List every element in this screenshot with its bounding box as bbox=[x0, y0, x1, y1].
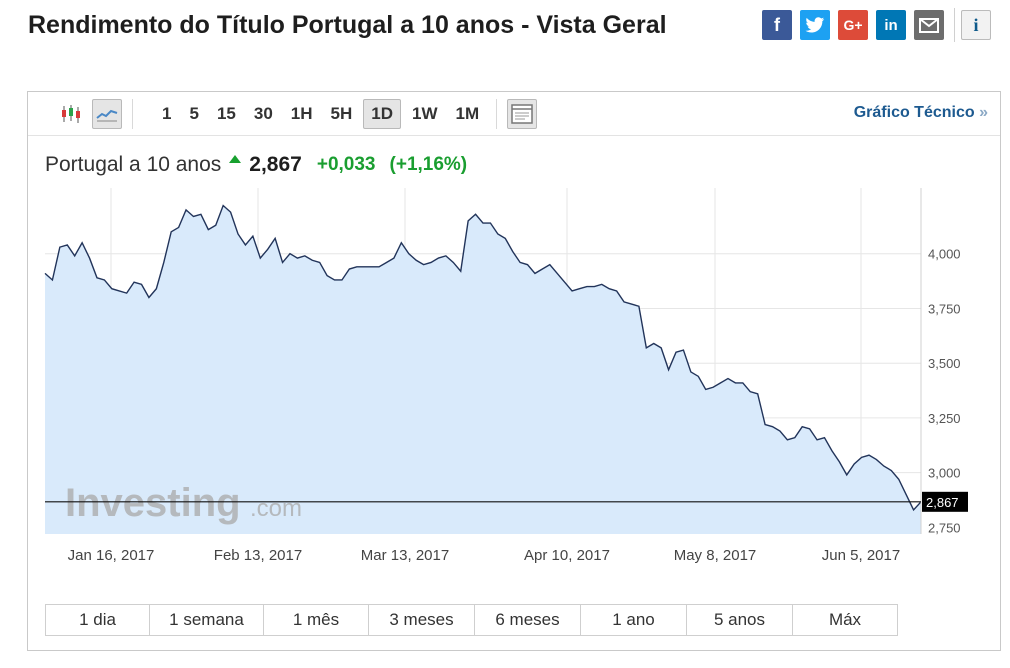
area-fill bbox=[45, 205, 921, 534]
investing-watermark: Investing bbox=[65, 481, 241, 525]
facebook-share-button[interactable]: f bbox=[762, 10, 792, 40]
interval-1m[interactable]: 1M bbox=[455, 103, 480, 123]
x-tick-label: Feb 13, 2017 bbox=[214, 547, 302, 564]
price-line bbox=[44, 204, 922, 512]
technical-link-label: Gráfico Técnico bbox=[853, 104, 975, 121]
email-share-button[interactable] bbox=[914, 10, 944, 40]
current-price-badge bbox=[922, 491, 968, 512]
range-button[interactable]: 1 semana bbox=[150, 605, 264, 635]
interval-5[interactable]: 5 bbox=[189, 103, 199, 123]
interval-30[interactable]: 30 bbox=[253, 103, 273, 123]
share-divider bbox=[954, 8, 955, 42]
candlestick-icon[interactable] bbox=[56, 99, 86, 129]
toolbar-divider bbox=[496, 98, 498, 129]
y-tick-label: 3,250 bbox=[928, 411, 961, 426]
range-button[interactable]: 1 ano bbox=[581, 605, 687, 635]
x-tick-label: Jan 16, 2017 bbox=[68, 547, 155, 564]
googleplus-icon: G+ bbox=[843, 17, 863, 33]
twitter-bird-icon bbox=[805, 16, 825, 32]
info-icon: i bbox=[973, 14, 979, 35]
up-arrow-icon bbox=[229, 155, 242, 163]
double-chevron-right-icon: » bbox=[979, 104, 988, 121]
x-tick-label: Apr 10, 2017 bbox=[524, 547, 610, 564]
share-bar: f G+ in i bbox=[762, 8, 999, 42]
x-tick-label: May 8, 2017 bbox=[674, 547, 757, 564]
price-chart[interactable]: Investing .com 4,000 3,750 3,500 3,250 3,000 2,… bbox=[28, 188, 1000, 570]
price-change-percent: (+1,16%) bbox=[389, 154, 468, 175]
y-tick-label: 4,000 bbox=[928, 247, 961, 262]
interval-5h[interactable]: 5H bbox=[330, 103, 353, 123]
range-button[interactable]: Máx bbox=[793, 605, 897, 635]
info-button[interactable]: i bbox=[961, 10, 991, 40]
price-change: +0,033 bbox=[316, 154, 376, 175]
line-chart-icon[interactable] bbox=[92, 98, 122, 129]
range-button[interactable]: 3 meses bbox=[369, 605, 475, 635]
chart-toolbar: 1 5 15 30 1H 5H 1D 1W 1M Gráfico Técnico » bbox=[28, 92, 1000, 136]
y-tick-label: 3,750 bbox=[928, 301, 961, 316]
instrument-name: Portugal a 10 anos bbox=[45, 153, 222, 176]
range-button[interactable]: 1 mês bbox=[264, 605, 369, 635]
y-tick-label: 2,750 bbox=[928, 520, 961, 535]
range-button[interactable]: 6 meses bbox=[475, 605, 581, 635]
range-button[interactable]: 5 anos bbox=[687, 605, 793, 635]
envelope-icon bbox=[919, 17, 939, 33]
range-button[interactable]: 1 dia bbox=[46, 605, 150, 635]
time-range-selector: 1 dia 1 semana 1 mês 3 meses 6 meses 1 ano 5 a… bbox=[45, 604, 898, 636]
toolbar-divider bbox=[132, 98, 133, 129]
panel-layout-icon[interactable] bbox=[507, 98, 538, 129]
y-tick-label: 3,500 bbox=[928, 356, 961, 371]
interval-1w[interactable]: 1W bbox=[411, 103, 438, 123]
y-tick-label: 3,000 bbox=[928, 466, 961, 481]
last-price: 2,867 bbox=[249, 153, 302, 176]
interval-1d[interactable]: 1D bbox=[363, 98, 401, 129]
interval-1[interactable]: 1 bbox=[162, 103, 172, 123]
interval-list: 1 5 15 30 1H 5H 1D 1W 1M bbox=[143, 98, 486, 129]
twitter-share-button[interactable] bbox=[800, 10, 830, 40]
page-title: Rendimento do Título Portugal a 10 anos … bbox=[28, 11, 667, 39]
interval-1h[interactable]: 1H bbox=[290, 103, 313, 123]
x-tick-label: Mar 13, 2017 bbox=[361, 547, 449, 564]
x-tick-label: Jun 5, 2017 bbox=[822, 547, 900, 564]
linkedin-icon: in bbox=[884, 16, 898, 34]
investing-watermark-suffix: .com bbox=[250, 495, 302, 522]
technical-chart-link[interactable]: Gráfico Técnico » bbox=[854, 104, 988, 122]
chart-widget: 1 5 15 30 1H 5H 1D 1W 1M Gráfico Técnico » Portu… bbox=[27, 91, 1001, 651]
quote-line: Portugal a 10 anos 2,867 +0,033 (+1,16%) bbox=[45, 152, 467, 178]
googleplus-share-button[interactable]: G+ bbox=[838, 10, 868, 40]
linkedin-share-button[interactable]: in bbox=[876, 10, 906, 40]
facebook-icon: f bbox=[774, 14, 780, 35]
current-price-label: 2,867 bbox=[926, 495, 959, 510]
interval-15[interactable]: 15 bbox=[216, 103, 236, 123]
